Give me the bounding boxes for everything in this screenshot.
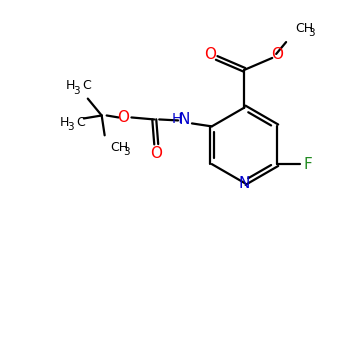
Text: 3: 3 [73, 86, 79, 96]
Text: F: F [303, 156, 312, 172]
Text: C: C [76, 116, 85, 129]
Text: N: N [239, 176, 250, 191]
Text: CH: CH [295, 22, 313, 35]
Text: 3: 3 [67, 122, 73, 132]
Text: 3: 3 [124, 147, 130, 157]
Text: 3: 3 [308, 28, 315, 38]
Text: O: O [271, 48, 283, 62]
Text: H: H [60, 116, 69, 129]
Text: C: C [82, 79, 91, 92]
Text: N: N [178, 112, 190, 127]
Text: H: H [172, 112, 182, 126]
Text: H: H [66, 79, 75, 92]
Text: O: O [150, 146, 162, 161]
Text: O: O [118, 110, 130, 125]
Text: CH: CH [111, 141, 129, 154]
Text: O: O [204, 48, 216, 62]
